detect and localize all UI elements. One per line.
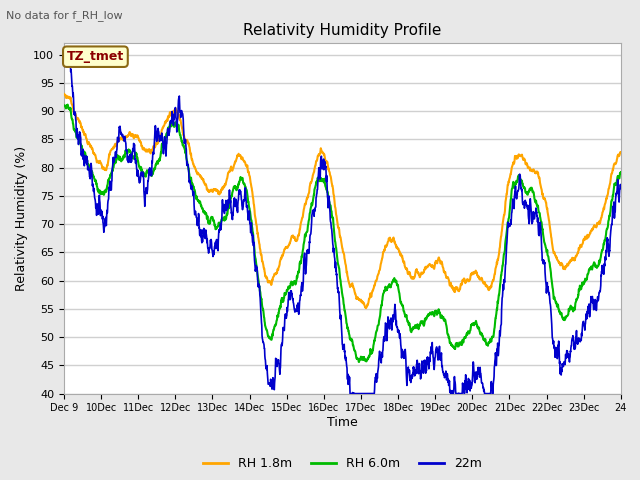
- Title: Relativity Humidity Profile: Relativity Humidity Profile: [243, 23, 442, 38]
- Text: No data for f_RH_low: No data for f_RH_low: [6, 10, 123, 21]
- Y-axis label: Relativity Humidity (%): Relativity Humidity (%): [15, 146, 28, 291]
- Text: TZ_tmet: TZ_tmet: [67, 50, 124, 63]
- X-axis label: Time: Time: [327, 416, 358, 429]
- Legend: RH 1.8m, RH 6.0m, 22m: RH 1.8m, RH 6.0m, 22m: [198, 453, 486, 475]
